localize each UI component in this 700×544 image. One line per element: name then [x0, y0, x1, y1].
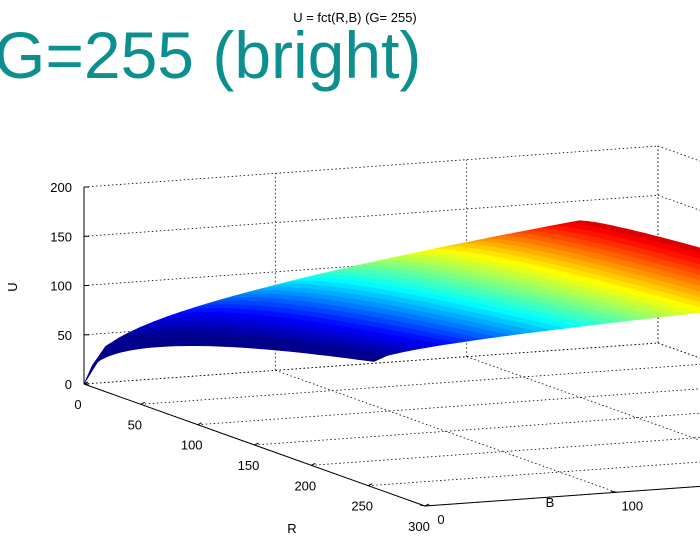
grid-line-floor — [197, 388, 700, 426]
tick-labels: 0501001502002503000100200300050100150200 — [50, 180, 643, 534]
u-tick-label: 50 — [58, 328, 72, 343]
surface-patch — [364, 353, 389, 362]
grid-line-wall-bmax — [657, 342, 700, 359]
u-tick-label: 0 — [65, 377, 72, 392]
slide-overlay-title: G=255 (bright) — [0, 18, 422, 92]
r-tick-mark — [197, 422, 202, 426]
r-tick-label: 250 — [351, 499, 373, 514]
chart-title: U = fct(R,B) (G= 255) — [293, 10, 417, 25]
r-tick-label: 100 — [181, 438, 203, 453]
r-tick-label: 50 — [128, 417, 142, 432]
r-tick-label: 150 — [238, 458, 260, 473]
u-tick-label: 100 — [50, 279, 72, 294]
b-tick-label: 0 — [437, 512, 444, 527]
grid-line-floor — [275, 369, 617, 493]
r-tick-mark — [140, 401, 146, 405]
r-tick-mark — [424, 503, 430, 507]
b-tick-label: 100 — [621, 498, 643, 513]
u-tick-label: 200 — [50, 180, 72, 195]
grid-line-floor — [254, 412, 700, 446]
b-axis-line — [424, 485, 700, 507]
u-tick-label: 150 — [50, 229, 72, 244]
grid-line-floor — [466, 356, 700, 441]
grid-line-floor — [311, 437, 700, 466]
grid-line-floor — [368, 461, 700, 487]
b-tick-mark — [611, 490, 617, 493]
r-tick-mark — [311, 462, 316, 466]
axes-lines — [83, 186, 700, 507]
r-tick-label: 0 — [74, 397, 81, 412]
x-axis-label: R — [287, 521, 296, 536]
r-tick-mark — [254, 442, 259, 446]
surface-mesh — [83, 220, 700, 385]
grid-line-floor — [657, 342, 700, 359]
r-tick-label: 200 — [294, 478, 316, 493]
z-axis-label: U — [5, 282, 20, 291]
b-tick-mark — [419, 504, 426, 507]
grid-line-wall-r0 — [83, 145, 659, 188]
r-tick-mark — [367, 483, 373, 487]
grid-line-floor — [140, 363, 700, 405]
grid-line-floor — [424, 485, 700, 507]
r-tick-label: 300 — [408, 519, 430, 534]
y-axis-label: B — [546, 495, 555, 510]
